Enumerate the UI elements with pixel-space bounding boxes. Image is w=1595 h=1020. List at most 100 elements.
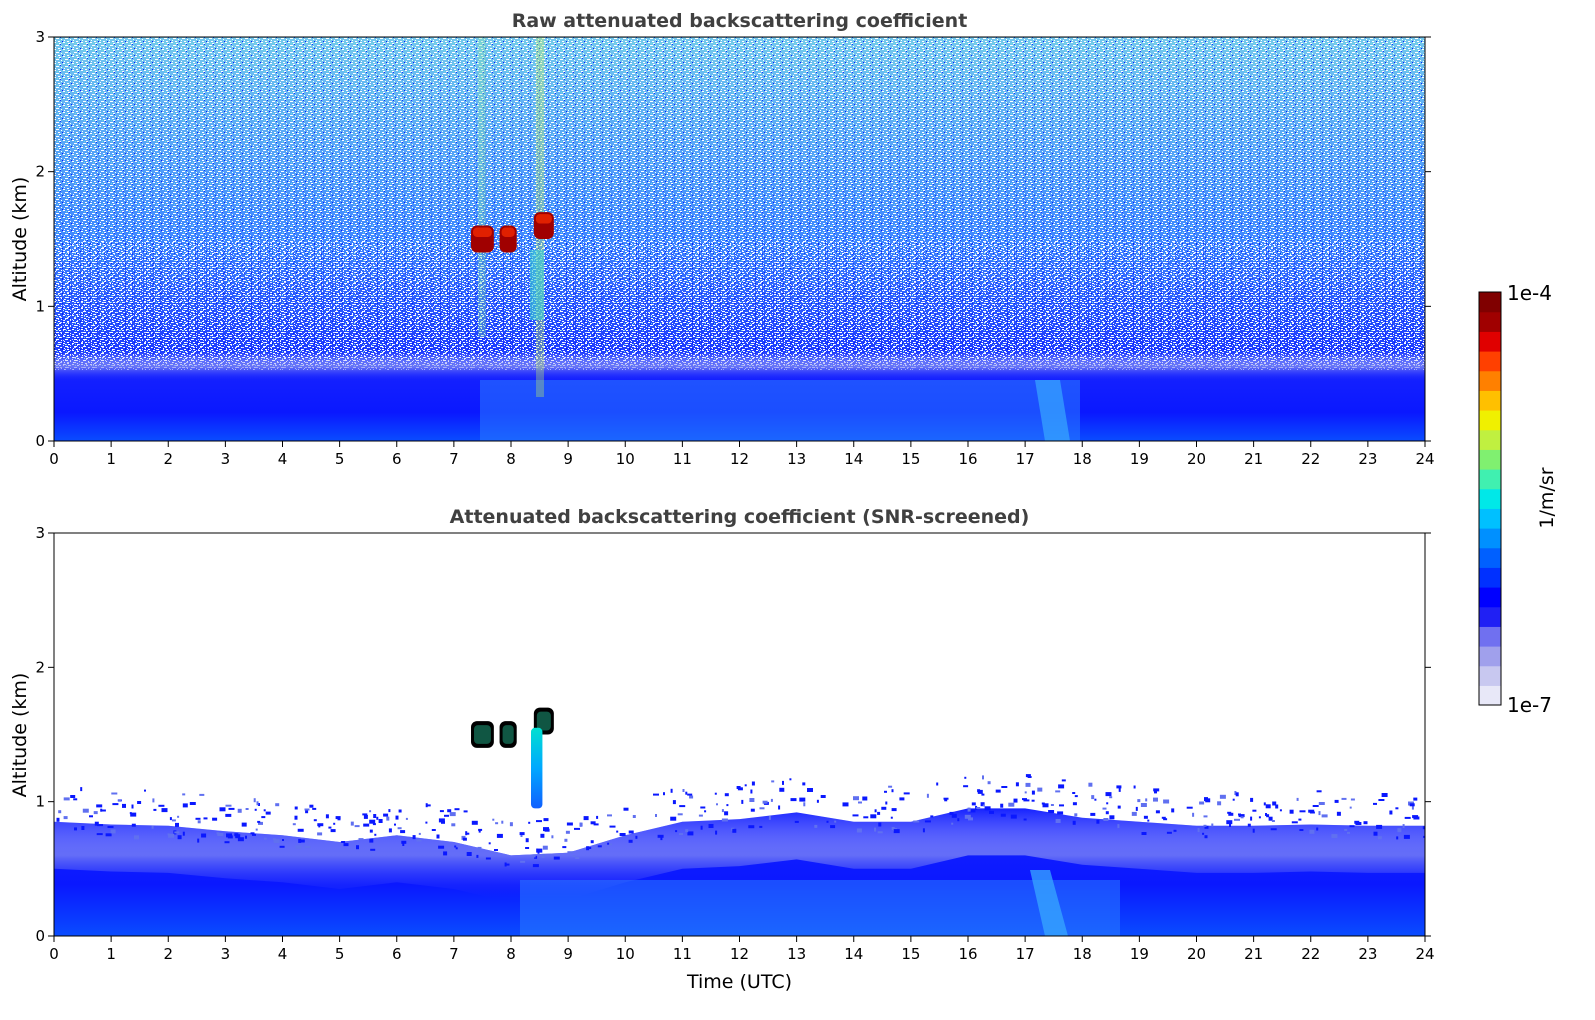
layer-speck: [616, 830, 619, 833]
colorbar-segment: [1479, 469, 1501, 490]
layer-speck: [100, 809, 106, 812]
layer-speck: [922, 828, 925, 833]
layer-speck: [632, 815, 636, 818]
layer-speck: [174, 831, 180, 834]
layer-speck: [131, 804, 134, 809]
layer-speck: [981, 793, 985, 796]
screened-x-tick-label: 5: [335, 945, 345, 963]
layer-speck: [350, 821, 354, 826]
layer-speck: [607, 814, 612, 817]
layer-speck: [891, 789, 894, 793]
layer-speck: [551, 835, 554, 839]
layer-speck: [265, 811, 271, 815]
layer-speck: [362, 813, 368, 816]
layer-speck: [853, 796, 859, 801]
layer-speck: [258, 821, 263, 825]
layer-speck: [1091, 795, 1095, 800]
layer-speck: [1015, 782, 1019, 787]
layer-speck: [388, 828, 392, 833]
layer-speck: [1376, 824, 1383, 829]
layer-speck: [964, 776, 967, 779]
layer-speck: [376, 816, 379, 820]
layer-speck: [131, 823, 136, 827]
layer-speck: [1226, 820, 1233, 825]
layer-speck: [1354, 820, 1360, 824]
raw-backscatter-panel: Raw attenuated backscattering coefficien…: [9, 10, 1435, 468]
layer-speck: [770, 798, 773, 802]
layer-speck: [1050, 804, 1054, 806]
raw-x-tick-label: 0: [49, 450, 59, 468]
layer-speck: [1117, 824, 1120, 829]
layer-speck: [826, 820, 829, 823]
x-axis-label: Time (UTC): [686, 971, 792, 993]
layer-speck: [1027, 776, 1032, 778]
layer-speck: [328, 826, 332, 829]
layer-speck: [721, 818, 728, 822]
layer-speck: [73, 798, 78, 801]
layer-speck: [333, 822, 336, 825]
layer-speck: [1163, 818, 1168, 821]
layer-speck: [449, 812, 456, 817]
layer-speck: [653, 793, 659, 796]
layer-speck: [1232, 798, 1235, 801]
layer-speck: [984, 806, 991, 811]
layer-speck: [1031, 790, 1035, 795]
raw-x-tick-label: 11: [673, 450, 692, 468]
colorbar-segment: [1479, 606, 1501, 627]
layer-speck: [1238, 814, 1245, 818]
layer-speck: [1109, 815, 1115, 820]
screened-x-tick-label: 1: [106, 945, 116, 963]
layer-speck: [748, 825, 755, 829]
layer-speck: [971, 802, 976, 806]
layer-speck: [110, 829, 116, 834]
layer-speck: [519, 832, 525, 836]
layer-speck: [56, 817, 60, 822]
layer-speck: [700, 806, 706, 809]
screened-backscatter-panel: Attenuated backscattering coefficient (S…: [9, 506, 1435, 993]
layer-speck: [1155, 810, 1160, 814]
layer-speck: [1349, 825, 1355, 828]
layer-speck: [294, 815, 298, 820]
layer-speck: [820, 795, 826, 798]
layer-speck: [903, 792, 910, 795]
layer-speck: [1090, 812, 1096, 816]
layer-speck: [685, 829, 689, 833]
layer-speck: [790, 798, 797, 802]
screened-x-ticks: 0 1 2 3 4 5 6 7 8 9 10 11 12 13 14 15 16 17 18 19 20 21 22 23 24: [49, 936, 1435, 963]
layer-speck: [575, 857, 580, 859]
layer-speck: [1411, 805, 1414, 810]
raw-x-tick-label: 20: [1187, 450, 1206, 468]
layer-speck: [899, 797, 905, 801]
layer-speck: [425, 821, 428, 824]
layer-speck: [169, 817, 172, 821]
layer-speck: [463, 810, 468, 813]
layer-speck: [1229, 823, 1231, 827]
layer-speck: [1240, 816, 1244, 819]
layer-speck: [237, 808, 242, 813]
layer-speck: [74, 827, 77, 831]
layer-speck: [1266, 814, 1270, 818]
layer-speck: [309, 804, 314, 808]
layer-speck: [1422, 826, 1425, 830]
layer-speck: [1010, 814, 1017, 819]
layer-speck: [478, 829, 481, 833]
layer-speck: [750, 808, 755, 812]
layer-speck: [107, 826, 114, 828]
layer-speck: [1363, 821, 1368, 825]
layer-speck: [1008, 802, 1015, 807]
layer-speck: [312, 807, 317, 810]
layer-speck: [782, 780, 784, 785]
raw-x-tick-label: 12: [730, 450, 749, 468]
raw-x-tick-label: 14: [844, 450, 863, 468]
layer-speck: [1109, 796, 1113, 799]
screened-heatmap: [54, 533, 1425, 936]
layer-speck: [374, 833, 377, 836]
layer-speck: [768, 815, 771, 820]
layer-speck: [182, 831, 185, 836]
colorbar-segment: [1479, 508, 1501, 529]
layer-speck: [438, 845, 445, 849]
layer-speck: [451, 823, 456, 827]
raw-x-tick-label: 5: [335, 450, 345, 468]
layer-speck: [443, 851, 448, 856]
layer-speck: [1057, 811, 1064, 815]
